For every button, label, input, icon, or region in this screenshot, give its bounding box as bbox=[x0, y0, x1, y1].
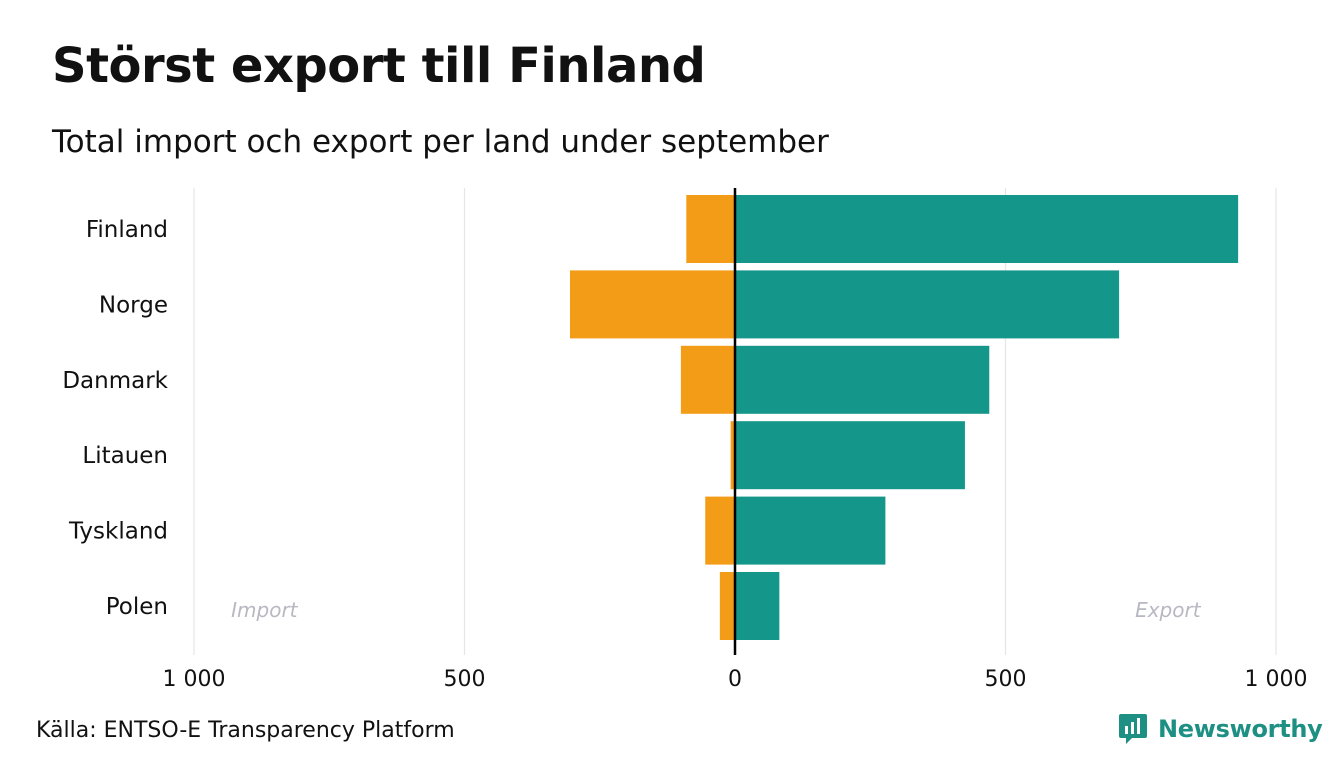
export-bar-norge bbox=[735, 270, 1120, 339]
x-tick-label: 0 bbox=[728, 667, 742, 692]
x-tick-label: 1 000 bbox=[163, 667, 226, 692]
import-bar-norge bbox=[569, 270, 735, 339]
export-bar-danmark bbox=[735, 345, 990, 414]
category-label: Litauen bbox=[82, 443, 168, 469]
export-bar-polen bbox=[735, 572, 780, 640]
import-bar-tyskland bbox=[705, 496, 735, 565]
source-note: Källa: ENTSO-E Transparency Platform bbox=[36, 718, 455, 743]
category-label: Danmark bbox=[62, 368, 168, 394]
category-label: Polen bbox=[106, 594, 168, 620]
newsworthy-logo-icon bbox=[1119, 714, 1147, 744]
import-bar-finland bbox=[686, 195, 735, 263]
x-tick-label: 500 bbox=[985, 667, 1027, 692]
export-bar-litauen bbox=[735, 421, 965, 490]
export-bar-tyskland bbox=[735, 496, 886, 565]
import-bar-danmark bbox=[680, 345, 735, 414]
x-tick-label: 500 bbox=[444, 667, 486, 692]
chart-title: Störst export till Finland bbox=[52, 38, 706, 94]
category-label: Norge bbox=[99, 292, 168, 318]
import-bar-polen bbox=[719, 572, 735, 640]
category-label: Finland bbox=[86, 217, 168, 243]
brand-logo: Newsworthy bbox=[1118, 712, 1323, 746]
export-annotation: Export bbox=[1135, 598, 1202, 622]
brand-name: Newsworthy bbox=[1158, 715, 1323, 743]
import-bar-litauen bbox=[730, 421, 735, 490]
x-tick-label: 1 000 bbox=[1245, 667, 1308, 692]
import-annotation: Import bbox=[231, 598, 299, 622]
export-bar-finland bbox=[735, 195, 1239, 263]
chart-subtitle: Total import och export per land under s… bbox=[52, 124, 829, 160]
category-label: Tyskland bbox=[68, 519, 168, 545]
